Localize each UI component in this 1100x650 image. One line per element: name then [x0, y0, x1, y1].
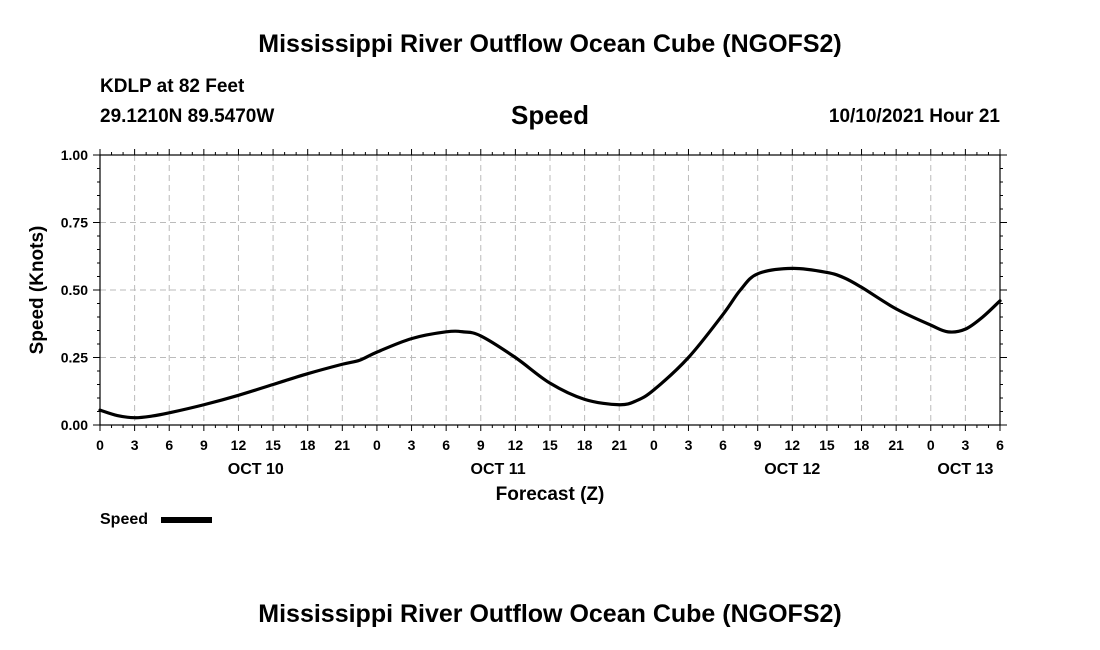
x-tick-label: 6 — [165, 437, 173, 453]
date-label: OCT 10 — [228, 461, 284, 478]
x-tick-label: 12 — [508, 437, 524, 453]
x-tick-label: 18 — [577, 437, 593, 453]
legend: Speed — [100, 511, 212, 528]
x-tick-label: 9 — [200, 437, 208, 453]
date-label: OCT 13 — [937, 461, 993, 478]
x-tick-label: 6 — [719, 437, 727, 453]
y-tick-label: 0.75 — [61, 215, 88, 231]
x-tick-label: 0 — [373, 437, 381, 453]
date-label: OCT 12 — [764, 461, 820, 478]
x-tick-label: 21 — [335, 437, 351, 453]
chart-title-bottom: Mississippi River Outflow Ocean Cube (NG… — [258, 600, 842, 628]
station-label: KDLP at 82 Feet — [100, 76, 245, 97]
x-axis-label: Forecast (Z) — [496, 484, 605, 505]
x-tick-label: 6 — [996, 437, 1004, 453]
x-tick-label: 18 — [854, 437, 870, 453]
x-tick-label: 3 — [685, 437, 693, 453]
series-layer — [98, 266, 1002, 420]
x-tick-label: 12 — [231, 437, 247, 453]
legend-label: Speed — [100, 511, 148, 528]
series-line-speed — [98, 266, 1002, 420]
plot-frame — [99, 154, 1001, 426]
x-tick-label: 15 — [819, 437, 835, 453]
x-tick-label: 9 — [477, 437, 485, 453]
x-tick-label: 3 — [961, 437, 969, 453]
x-tick-label: 15 — [542, 437, 558, 453]
timestamp-label: 10/10/2021 Hour 21 — [828, 106, 1000, 127]
x-tick-label: 3 — [408, 437, 416, 453]
x-tick-label: 21 — [888, 437, 904, 453]
x-tick-label: 0 — [96, 437, 104, 453]
variable-title: Speed — [510, 100, 590, 130]
x-tick-label: 3 — [131, 437, 139, 453]
coordinates-label: 29.1210N 89.5470W — [100, 106, 275, 127]
y-tick-label: 0.00 — [61, 417, 88, 433]
x-tick-label: 15 — [265, 437, 281, 453]
axis-layer: 0.00 0.25 0.50 0.75 1.00 0 3 6 9 12 15 18 21 0 3 6 9 12 15… — [61, 147, 1007, 478]
x-tick-label: 12 — [785, 437, 801, 453]
x-tick-label: 9 — [754, 437, 762, 453]
x-tick-label: 21 — [611, 437, 627, 453]
chart-title-top: Mississippi River Outflow Ocean Cube (NG… — [258, 30, 842, 58]
y-tick-label: 0.50 — [61, 282, 88, 298]
x-tick-label: 18 — [300, 437, 316, 453]
x-tick-label: 6 — [442, 437, 450, 453]
date-label: OCT 11 — [471, 461, 526, 478]
y-tick-label: 0.25 — [61, 350, 88, 366]
x-tick-label: 0 — [927, 437, 935, 453]
y-tick-label: 1.00 — [61, 147, 88, 163]
grid-layer — [100, 155, 1000, 425]
x-tick-label: 0 — [650, 437, 658, 453]
y-axis-label: Speed (Knots) — [27, 226, 48, 355]
